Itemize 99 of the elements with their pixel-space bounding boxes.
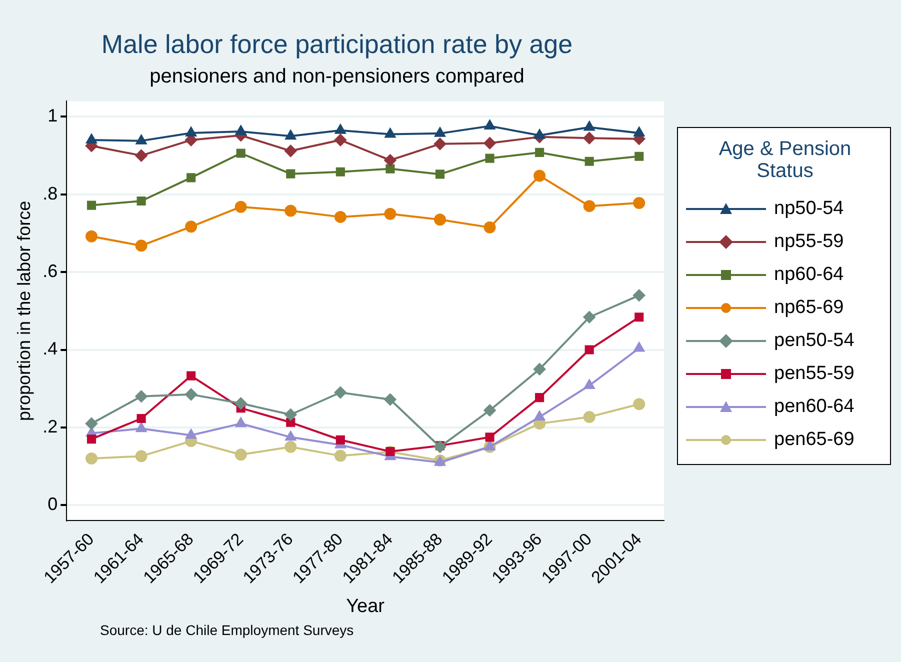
point [384, 154, 396, 166]
point [386, 164, 395, 174]
point [86, 418, 98, 430]
point [136, 422, 147, 432]
point [484, 440, 496, 450]
point [584, 345, 594, 354]
point [634, 152, 644, 161]
point [236, 125, 246, 135]
point [485, 432, 494, 442]
x-axis-title: Year [346, 596, 386, 617]
point [484, 120, 496, 130]
y-tick-label: .6 [42, 261, 58, 282]
point [86, 434, 96, 444]
point [434, 440, 446, 453]
point [285, 431, 296, 441]
point [335, 124, 346, 134]
point [135, 150, 148, 162]
point [86, 452, 98, 465]
source-note: Source: U de Chile Employment Surveys [100, 622, 354, 638]
point [135, 450, 148, 462]
chart-subtitle: pensioners and non-pensioners compared [150, 66, 524, 88]
point [284, 144, 297, 157]
point [285, 130, 296, 140]
point [236, 418, 246, 428]
legend-label: pen60-64 [774, 396, 854, 418]
point [284, 408, 297, 421]
point [186, 371, 196, 380]
point [485, 154, 494, 163]
y-tick-label: 0 [48, 494, 58, 514]
y-tick-label: .2 [42, 416, 58, 436]
point [136, 134, 147, 144]
point [584, 121, 595, 131]
point [583, 311, 596, 324]
point [86, 134, 97, 144]
legend-title: Age & Pension Status [718, 138, 852, 182]
legend-label: np55-59 [774, 230, 844, 252]
point [634, 127, 644, 137]
point [135, 240, 148, 252]
legend-label: np60-64 [774, 264, 844, 286]
point [186, 173, 196, 182]
y-tick-label: .8 [42, 183, 58, 204]
legend-label: np50-54 [774, 198, 844, 220]
point [136, 196, 146, 206]
point [434, 127, 446, 137]
point [234, 397, 247, 410]
point [86, 230, 98, 242]
point [336, 167, 345, 176]
legend-label: pen50-54 [774, 330, 854, 352]
point [534, 363, 546, 376]
point [384, 393, 396, 406]
point [284, 204, 297, 217]
point [634, 312, 644, 322]
point [185, 220, 198, 233]
point [236, 148, 246, 158]
point [86, 200, 96, 210]
legend-label: np65-69 [774, 296, 844, 318]
point [583, 410, 596, 423]
point [633, 289, 646, 302]
point [484, 137, 496, 150]
point [534, 170, 546, 182]
point [534, 129, 545, 139]
point [336, 435, 345, 444]
point [334, 210, 346, 223]
point [384, 128, 396, 138]
point [535, 393, 544, 402]
point [534, 410, 545, 420]
point [484, 221, 496, 234]
point [234, 200, 247, 213]
y-axis-title: proportion in the labor force [14, 200, 34, 421]
point [633, 196, 646, 209]
point [584, 380, 595, 389]
point [284, 440, 297, 453]
point [384, 208, 396, 220]
point [434, 138, 446, 150]
point [435, 170, 445, 179]
point [286, 418, 296, 427]
point [135, 390, 148, 402]
point [633, 398, 646, 410]
point [484, 404, 496, 416]
point [234, 448, 247, 461]
point [634, 342, 644, 352]
point [136, 414, 146, 424]
point [334, 134, 346, 146]
point [286, 169, 296, 178]
point [434, 214, 446, 226]
legend-label: pen55-59 [774, 362, 854, 384]
point [584, 156, 594, 166]
point [535, 148, 544, 158]
point [583, 200, 596, 212]
point [334, 386, 346, 398]
point [583, 132, 596, 144]
y-tick-label: 1 [48, 106, 58, 126]
point [186, 429, 196, 439]
point [185, 388, 198, 400]
legend-label: pen65-69 [774, 428, 854, 450]
point [186, 127, 196, 137]
y-tick-label: .4 [42, 338, 58, 359]
point [334, 450, 346, 462]
chart-title: Male labor force participation rate by age [101, 28, 573, 59]
